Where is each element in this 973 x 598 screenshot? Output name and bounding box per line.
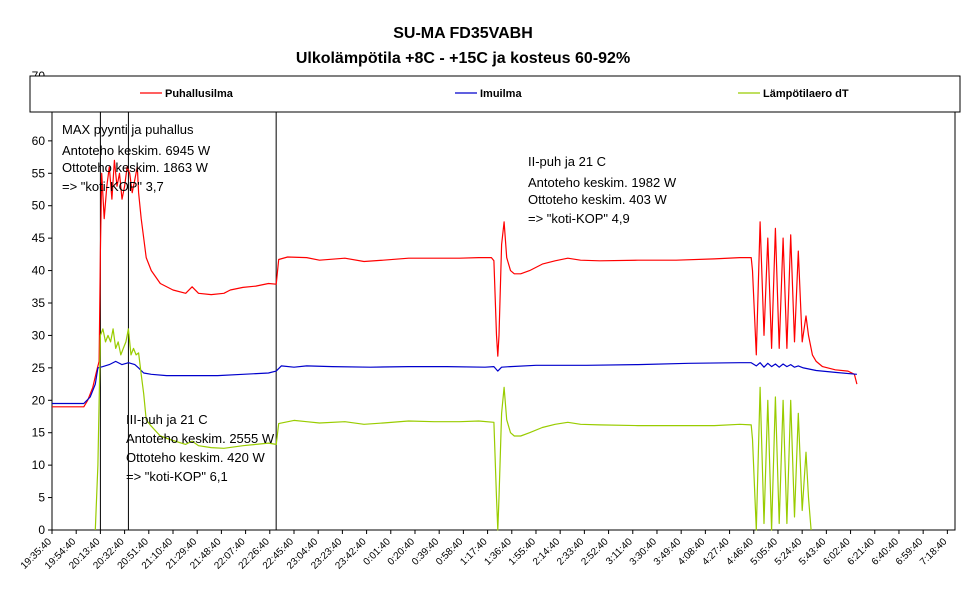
y-tick-label: 50 [32,199,46,213]
y-tick-label: 35 [32,296,46,310]
annotation-line: => "koti-KOP" 4,9 [528,211,630,226]
y-tick-label: 55 [32,166,46,180]
annotation-line: Ottoteho keskim. 403 W [528,192,667,207]
annotation-line: III-puh ja 21 C [126,412,208,427]
annotation-line: => "koti-KOP" 6,1 [126,469,228,484]
series-lines [52,159,858,531]
series-line-l-mp-tilaero-dt [94,328,812,531]
annotation-iii-puh: III-puh ja 21 C Antoteho keskim. 2555 W … [126,412,275,484]
annotation-line: => "koti-KOP" 3,7 [62,179,164,194]
y-tick-label: 25 [32,361,46,375]
y-tick-label: 0 [38,523,45,537]
chart-subtitle: Ulkolämpötila +8C - +15C ja kosteus 60-9… [296,50,630,67]
chart-title: SU-MA FD35VABH [393,25,533,42]
annotation-ii-puh: II-puh ja 21 C Antoteho keskim. 1982 W O… [528,154,677,226]
annotation-max: MAX pyynti ja puhallus Antoteho keskim. … [62,122,211,194]
y-tick-label: 30 [32,328,46,342]
legend: Puhallusilma Imuilma Lämpötilaero dT [29,75,961,113]
legend-label-imuilma: Imuilma [480,88,522,100]
y-tick-label: 10 [32,458,46,472]
series-line-puhallusilma [52,159,858,408]
annotation-line: Antoteho keskim. 2555 W [126,431,275,446]
legend-box [29,75,961,113]
legend-label-lampotilaero: Lämpötilaero dT [763,88,849,100]
vertical-markers [99,76,277,530]
y-tick-label: 60 [32,134,46,148]
annotation-line: Ottoteho keskim. 1863 W [62,160,209,175]
y-tick-label: 40 [32,264,46,278]
y-tick-label: 5 [38,491,45,505]
annotation-line: II-puh ja 21 C [528,154,606,169]
series-line-imuilma [52,360,857,405]
plot-area [51,75,956,531]
y-tick-label: 20 [32,393,46,407]
annotation-line: MAX pyynti ja puhallus [62,122,194,137]
annotation-line: Antoteho keskim. 1982 W [528,175,677,190]
annotation-line: Antoteho keskim. 6945 W [62,143,211,158]
y-tick-label: 45 [32,231,46,245]
legend-label-puhallusilma: Puhallusilma [165,88,234,100]
annotation-line: Ottoteho keskim. 420 W [126,450,265,465]
y-tick-label: 15 [32,426,46,440]
